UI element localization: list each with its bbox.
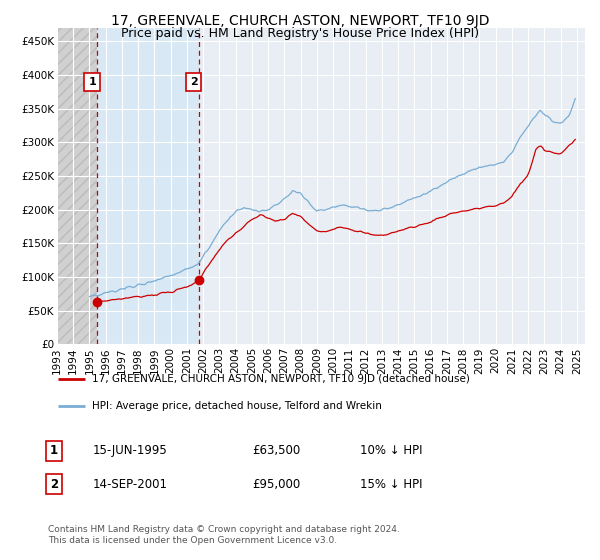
Text: 1: 1 [88, 77, 96, 87]
Text: 1: 1 [50, 444, 58, 458]
Text: 2: 2 [50, 478, 58, 491]
Text: Contains HM Land Registry data © Crown copyright and database right 2024.
This d: Contains HM Land Registry data © Crown c… [48, 525, 400, 545]
Text: 17, GREENVALE, CHURCH ASTON, NEWPORT, TF10 9JD: 17, GREENVALE, CHURCH ASTON, NEWPORT, TF… [111, 14, 489, 28]
Bar [97, 28, 199, 344]
Text: 14-SEP-2001: 14-SEP-2001 [93, 478, 168, 491]
Text: £95,000: £95,000 [252, 478, 300, 491]
Text: 10% ↓ HPI: 10% ↓ HPI [360, 444, 422, 458]
Bar [199, 28, 585, 344]
Text: HPI: Average price, detached house, Telford and Wrekin: HPI: Average price, detached house, Telf… [92, 402, 382, 412]
Text: 15% ↓ HPI: 15% ↓ HPI [360, 478, 422, 491]
Text: Price paid vs. HM Land Registry's House Price Index (HPI): Price paid vs. HM Land Registry's House … [121, 27, 479, 40]
Text: 15-JUN-1995: 15-JUN-1995 [93, 444, 168, 458]
Bar [57, 28, 97, 344]
Text: £63,500: £63,500 [252, 444, 300, 458]
Text: 2: 2 [190, 77, 197, 87]
Text: 17, GREENVALE, CHURCH ASTON, NEWPORT, TF10 9JD (detached house): 17, GREENVALE, CHURCH ASTON, NEWPORT, TF… [92, 374, 470, 384]
